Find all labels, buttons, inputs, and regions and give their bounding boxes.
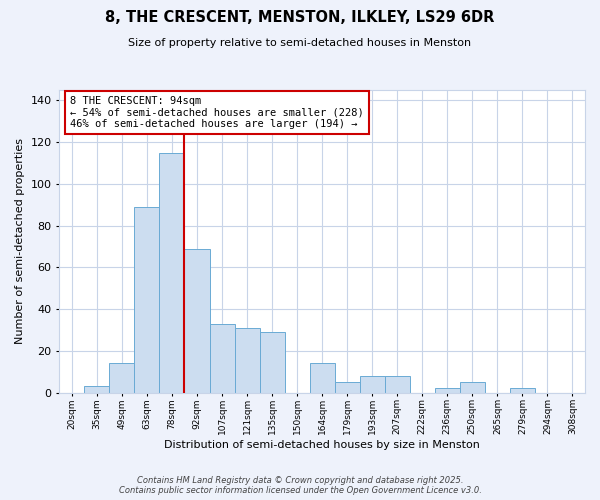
Bar [510,388,535,392]
Bar [335,382,360,392]
Bar [435,388,460,392]
Bar [235,328,260,392]
Bar [184,248,209,392]
Y-axis label: Number of semi-detached properties: Number of semi-detached properties [15,138,25,344]
Text: 8 THE CRESCENT: 94sqm
← 54% of semi-detached houses are smaller (228)
46% of sem: 8 THE CRESCENT: 94sqm ← 54% of semi-deta… [70,96,364,130]
Bar [360,376,385,392]
Bar [160,152,184,392]
Bar [460,382,485,392]
Text: Contains HM Land Registry data © Crown copyright and database right 2025.
Contai: Contains HM Land Registry data © Crown c… [119,476,481,495]
Bar [134,207,160,392]
Bar [260,332,284,392]
Bar [209,324,235,392]
Bar [85,386,109,392]
Bar [109,364,134,392]
Text: Size of property relative to semi-detached houses in Menston: Size of property relative to semi-detach… [128,38,472,48]
Bar [310,364,335,392]
Bar [385,376,410,392]
X-axis label: Distribution of semi-detached houses by size in Menston: Distribution of semi-detached houses by … [164,440,480,450]
Text: 8, THE CRESCENT, MENSTON, ILKLEY, LS29 6DR: 8, THE CRESCENT, MENSTON, ILKLEY, LS29 6… [106,10,494,25]
